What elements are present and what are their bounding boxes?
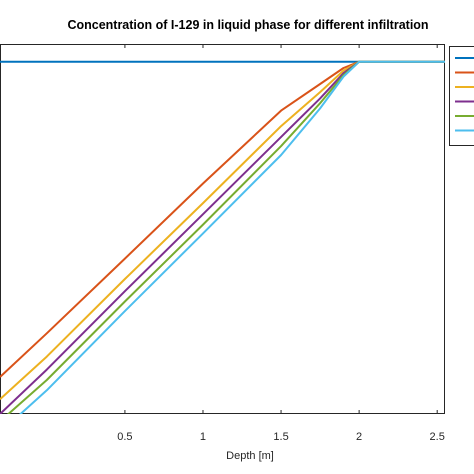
series-line-6 <box>19 60 445 414</box>
x-axis-label: Depth [m] <box>226 450 274 462</box>
x-tick-label: 2.5 <box>430 431 445 443</box>
plot-frame <box>0 44 445 414</box>
legend-box <box>449 46 474 146</box>
legend <box>449 46 474 146</box>
series-layer <box>0 60 445 414</box>
x-tick-label: 2 <box>356 431 362 443</box>
x-tick-label: 0.5 <box>117 431 132 443</box>
chart-title: Concentration of I-129 in liquid phase f… <box>67 18 428 32</box>
x-tick-label: 1.5 <box>273 431 288 443</box>
plot-area <box>0 44 445 414</box>
x-axis: 0.5 1 1.5 2 2.5 <box>117 44 445 443</box>
x-tick-label: 1 <box>200 431 206 443</box>
